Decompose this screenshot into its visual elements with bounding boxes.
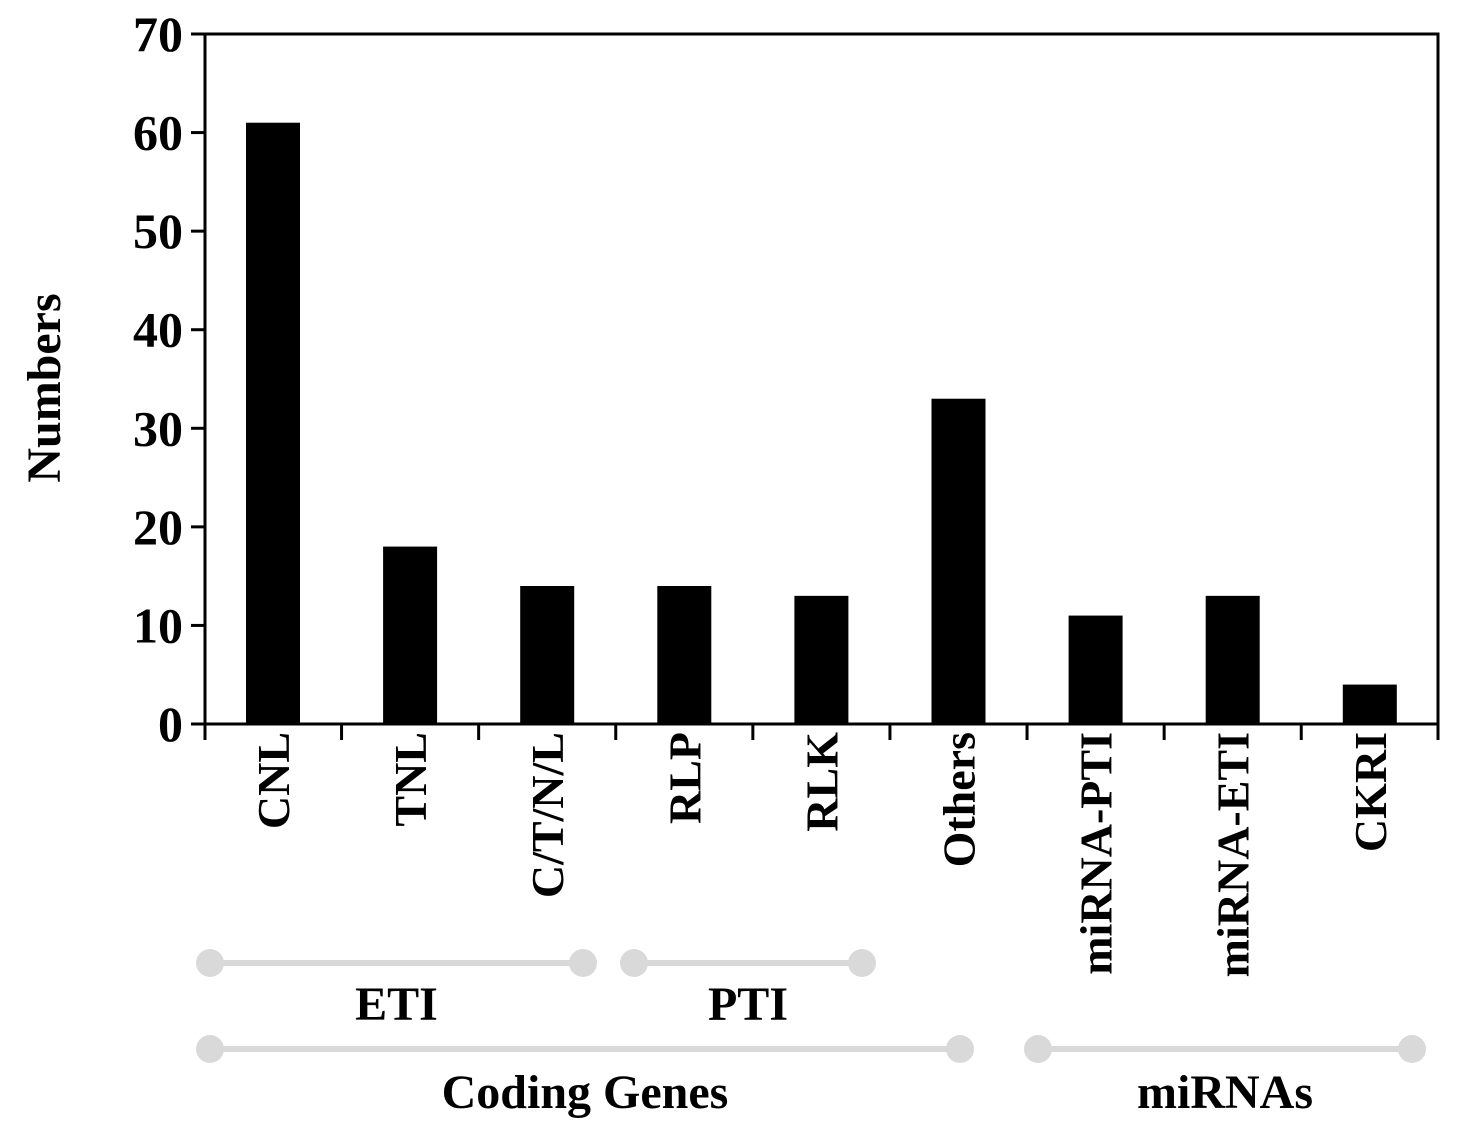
x-tick-label: CKRI (1345, 732, 1396, 852)
group-bracket-end (569, 949, 597, 977)
x-tick-label: miRNA-PTI (1071, 732, 1122, 975)
x-tick-label: RLK (796, 732, 847, 832)
group-label: Coding Genes (442, 1066, 729, 1119)
y-axis: 0 10 20 30 40 50 60 70 (133, 6, 205, 752)
bar (383, 546, 438, 724)
group-label: PTI (708, 978, 788, 1031)
x-tick-label: Others (934, 732, 985, 867)
x-tick-label: C/T/N/L (522, 732, 573, 898)
group-bracket-end (196, 1035, 224, 1063)
bar (1205, 595, 1260, 724)
y-tick-label: 30 (133, 400, 183, 456)
bar (794, 595, 849, 724)
x-tick-label: CNL (248, 732, 299, 829)
y-tick-label: 70 (133, 6, 183, 62)
group-bracket-end (196, 949, 224, 977)
y-tick-label: 20 (133, 499, 183, 555)
x-tick-label: miRNA-ETI (1208, 732, 1259, 977)
x-tick-label: RLP (659, 732, 710, 824)
group-bracket-end (848, 949, 876, 977)
group-label: miRNAs (1137, 1066, 1313, 1119)
y-tick-label: 50 (133, 203, 183, 259)
bar (520, 586, 575, 724)
x-axis: CNL TNL C/T/N/L RLP RLK Others miRNA-PTI miRNA-… (203, 724, 1440, 977)
group-bracket-end (1024, 1035, 1052, 1063)
bar (657, 586, 712, 724)
y-tick-label: 40 (133, 302, 183, 358)
y-tick-label: 60 (133, 105, 183, 161)
y-axis-title: Numbers (18, 293, 71, 482)
bar (1068, 615, 1123, 724)
bar (1342, 684, 1397, 724)
y-tick-label: 0 (158, 696, 183, 752)
x-tick-label: TNL (385, 732, 436, 827)
group-bracket-end (620, 949, 648, 977)
group-bracket-end (1398, 1035, 1426, 1063)
y-tick-label: 10 (133, 597, 183, 653)
group-label: ETI (355, 978, 438, 1031)
category-groups: ETI PTI Coding Genes miRNAs (196, 949, 1426, 1119)
bar (931, 398, 986, 724)
bar (246, 122, 300, 724)
bar-series (246, 122, 1397, 724)
group-bracket-end (946, 1035, 974, 1063)
